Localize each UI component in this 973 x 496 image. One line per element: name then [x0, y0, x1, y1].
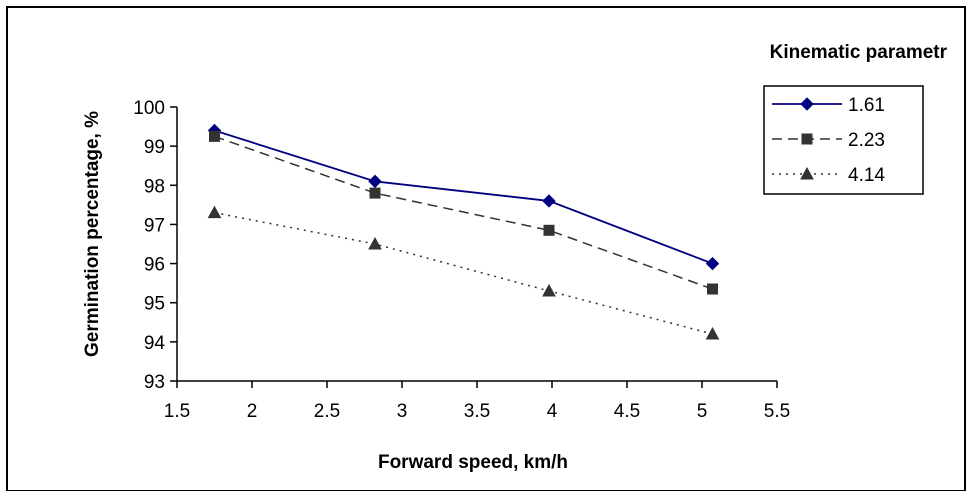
- data-point: [542, 283, 556, 297]
- legend-items: 1.61 2.23 4.14: [772, 95, 885, 186]
- legend-item: 2.23: [772, 130, 885, 151]
- x-tick-label: 5: [697, 401, 708, 422]
- y-tick-labels: 93 94 95 96 97 98 99 100: [133, 98, 177, 393]
- x-tick-label: 3.5: [464, 401, 490, 422]
- x-tick-label: 2.5: [314, 401, 340, 422]
- data-point: [707, 283, 718, 295]
- x-tick-label: 5.5: [764, 401, 790, 422]
- data-point: [368, 236, 382, 250]
- data-point: [369, 187, 381, 199]
- series-line: [214, 211, 713, 335]
- x-tick-labels: 1.5 2 2.5 3 3.5 4 4.5 5 5.5: [164, 381, 790, 422]
- y-tick-label: 97: [144, 215, 165, 236]
- y-tick-label: 95: [144, 294, 165, 315]
- legend: 1.61 2.23 4.14: [763, 85, 924, 195]
- x-tick-label: 3: [397, 401, 408, 422]
- series-3: [207, 205, 720, 340]
- y-tick-label: 96: [144, 255, 165, 276]
- y-tick-label: 98: [144, 176, 165, 197]
- series-layer: [207, 123, 720, 340]
- legend-marker: [801, 133, 813, 145]
- data-point: [543, 224, 555, 236]
- data-point: [542, 194, 556, 208]
- data-point: [207, 205, 222, 219]
- y-tick-label: 94: [144, 333, 166, 354]
- data-point: [368, 174, 382, 189]
- x-tick-label: 4: [547, 401, 558, 422]
- x-tick-label: 2: [247, 401, 258, 422]
- legend-title: Kinematic parametr: [770, 42, 948, 63]
- y-axis-title: Germination percentage, %: [82, 111, 103, 357]
- series-line: [214, 129, 713, 265]
- x-axis-title: Forward speed, km/h: [378, 452, 568, 473]
- legend-label: 2.23: [848, 130, 885, 151]
- y-tick-label: 93: [144, 372, 165, 393]
- data-point: [705, 326, 720, 340]
- legend-marker: [800, 166, 814, 180]
- legend-marker: [800, 97, 814, 111]
- legend-item: 1.61: [772, 95, 885, 116]
- x-tick-label: 1.5: [164, 401, 190, 422]
- series-1: [207, 123, 720, 271]
- legend-box: [763, 85, 924, 195]
- series-2: [209, 130, 718, 295]
- data-point: [209, 130, 220, 142]
- legend-item: 4.14: [772, 165, 885, 186]
- legend-label: 4.14: [848, 165, 885, 186]
- series-line: [214, 135, 713, 290]
- y-tick-label: 99: [144, 137, 165, 158]
- y-tick-label: 100: [133, 98, 165, 119]
- legend-label: 1.61: [848, 95, 885, 116]
- x-tick-label: 4.5: [614, 401, 640, 422]
- data-point: [705, 256, 720, 271]
